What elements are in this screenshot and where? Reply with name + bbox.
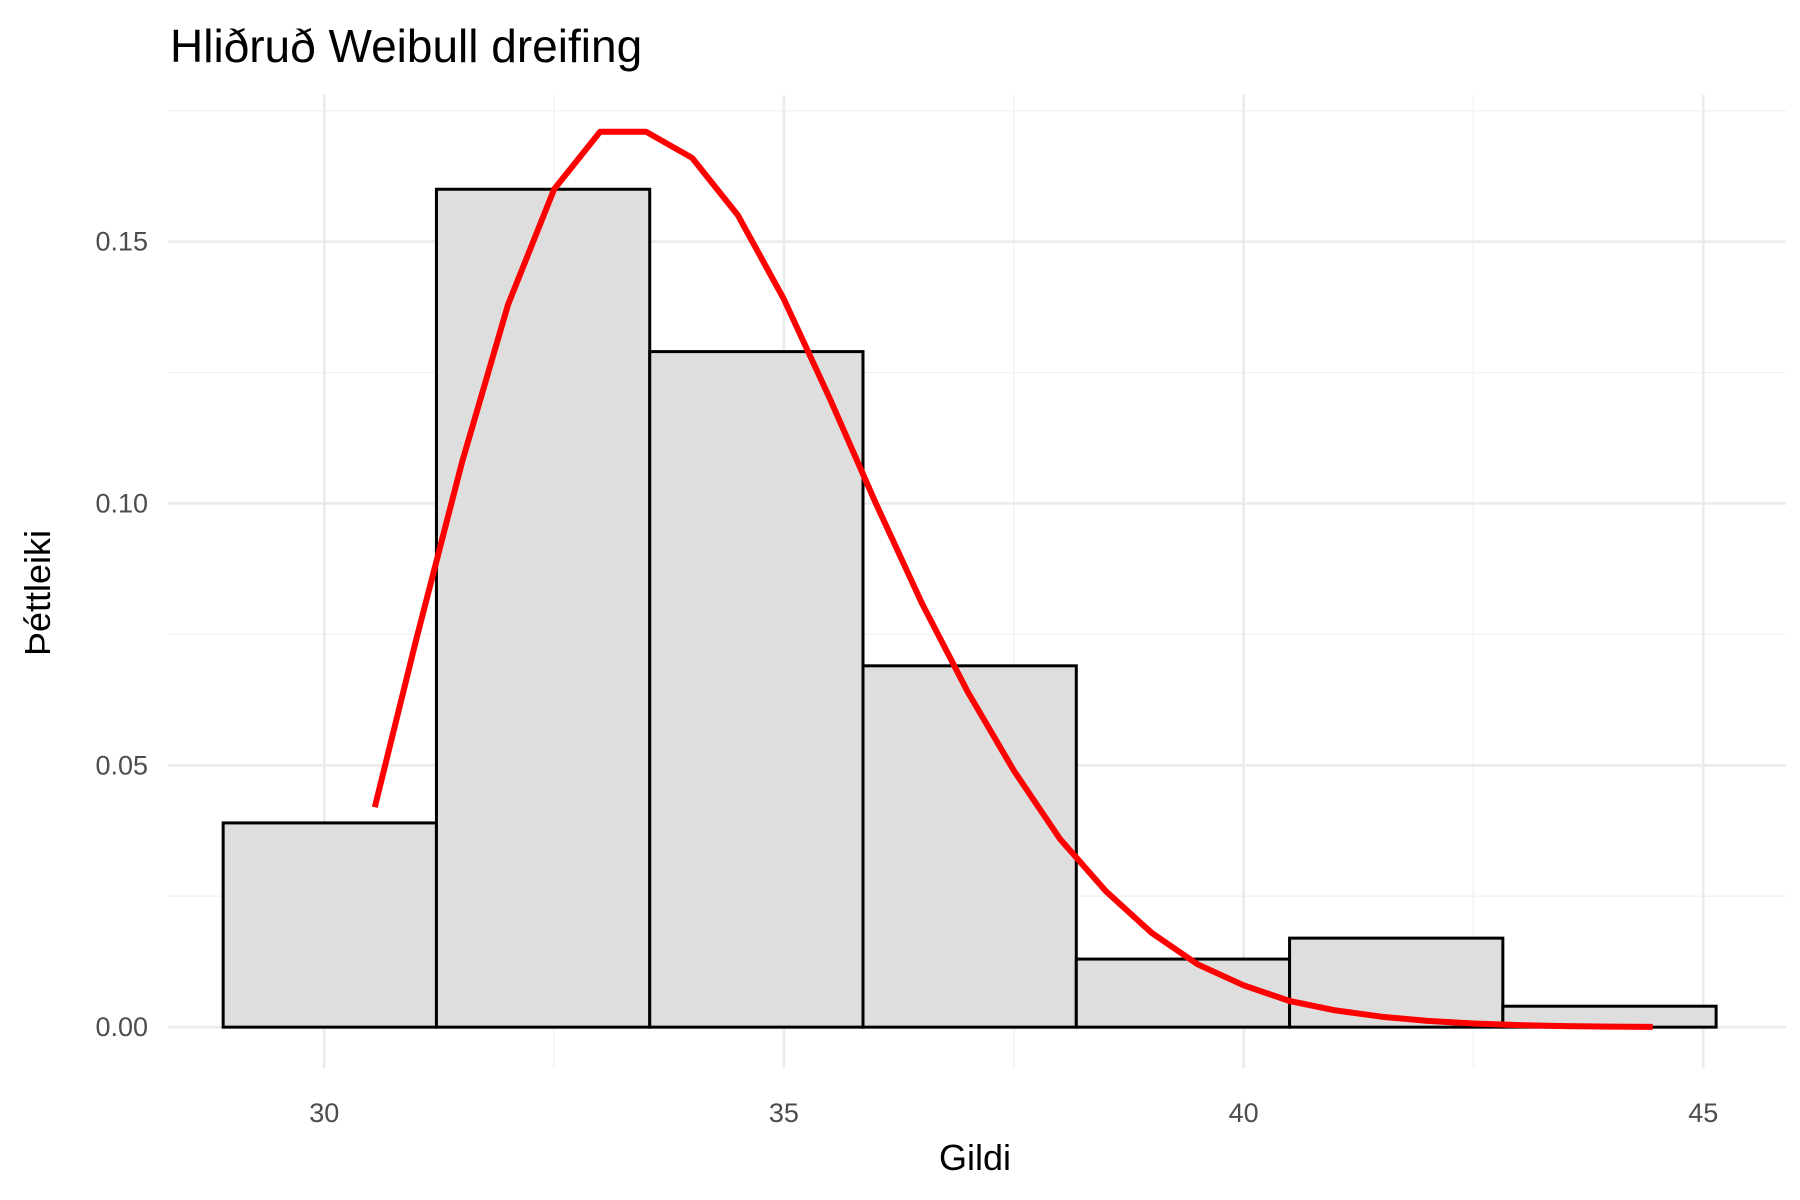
density-curve-layer xyxy=(371,128,1653,1030)
histogram-bar xyxy=(648,350,865,1029)
histogram-bar xyxy=(434,187,652,1029)
x-tick-label: 40 xyxy=(1229,1098,1259,1128)
histogram-bar xyxy=(861,664,1078,1029)
histogram-bar xyxy=(1074,957,1292,1029)
histogram-bars xyxy=(221,187,1718,1029)
histogram-bar xyxy=(221,821,438,1029)
tick-labels: 30 35 40 45 0.00 0.05 0.10 0.15 xyxy=(95,227,1718,1128)
y-tick-label: 0.10 xyxy=(95,488,148,518)
y-axis-label: Þéttleiki xyxy=(17,530,58,656)
y-tick-label: 0.00 xyxy=(95,1012,148,1042)
chart-title: Hliðruð Weibull dreifing xyxy=(170,20,642,72)
x-tick-label: 35 xyxy=(769,1098,799,1128)
x-axis-label: Gildi xyxy=(939,1137,1011,1178)
x-tick-label: 45 xyxy=(1688,1098,1718,1128)
weibull-density-curve xyxy=(371,128,1653,1030)
y-tick-label: 0.15 xyxy=(95,227,148,257)
histogram-bar xyxy=(1288,936,1505,1029)
y-tick-label: 0.05 xyxy=(95,750,148,780)
x-tick-label: 30 xyxy=(309,1098,339,1128)
